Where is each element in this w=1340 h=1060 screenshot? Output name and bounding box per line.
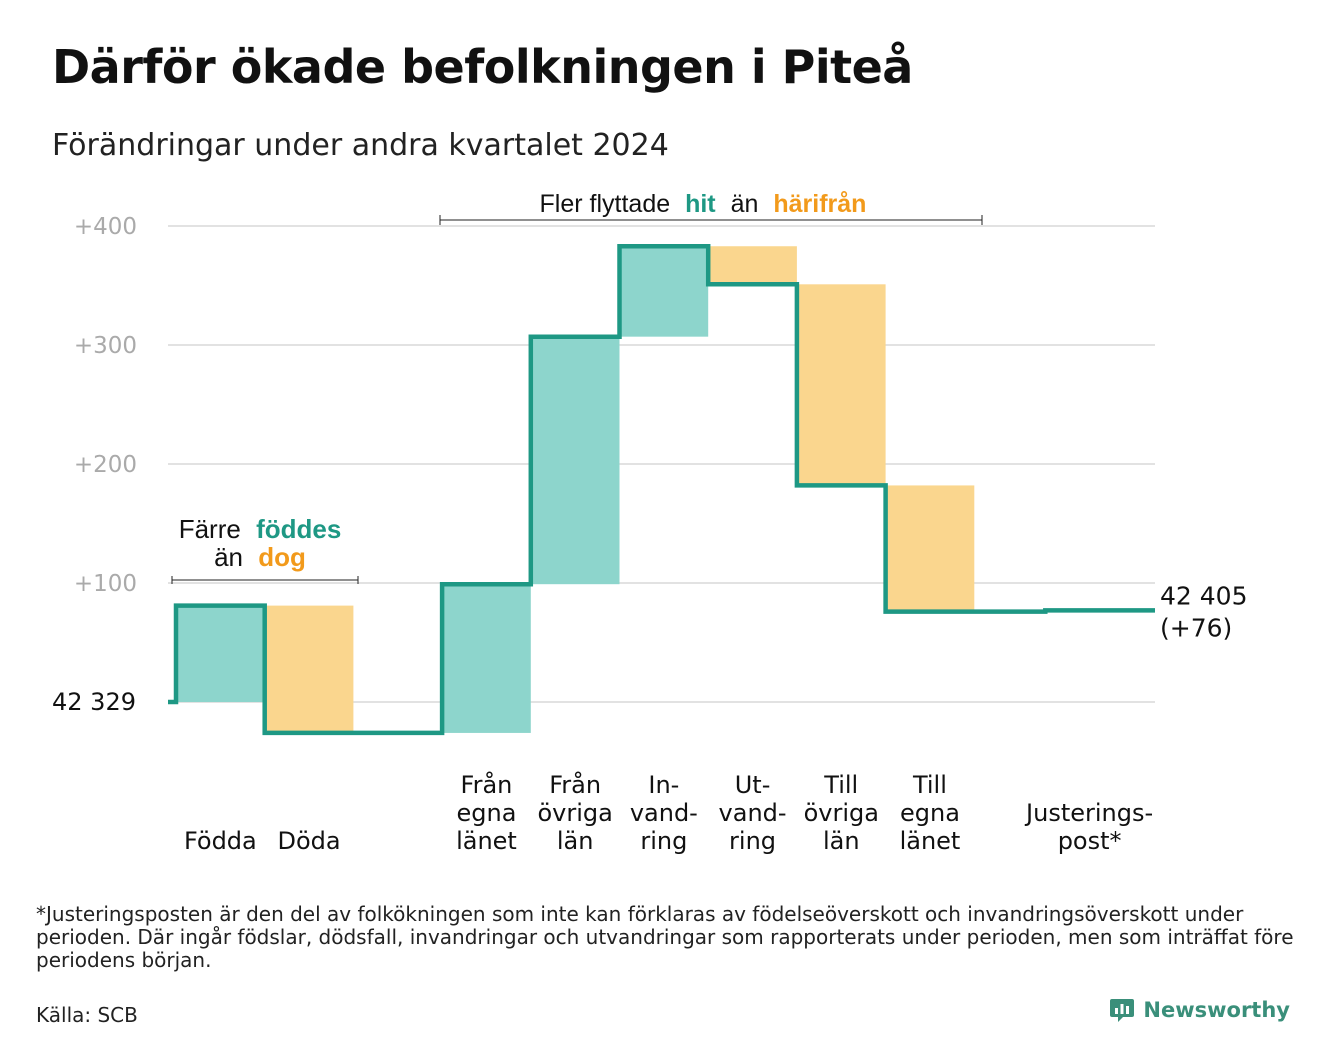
annotation-moves: Fler flyttade hit än härifrån bbox=[439, 190, 983, 225]
y-tick-label: +100 bbox=[74, 571, 137, 597]
annotation-births-born: föddes bbox=[256, 514, 341, 544]
annotation-births-text: Färre bbox=[179, 514, 241, 544]
category-label: Från egna länet bbox=[456, 770, 517, 855]
y-tick-label: +300 bbox=[74, 333, 137, 359]
bar bbox=[885, 485, 975, 612]
category-label: Justerings-post* bbox=[1024, 799, 1153, 855]
cumulative-step-line bbox=[168, 243, 1155, 736]
brand-logo: Newsworthy bbox=[1109, 997, 1290, 1023]
category-label: In-vand-ring bbox=[630, 771, 698, 855]
svg-text:Fler flyttade hit: Fler flyttade hit än härifrån bbox=[540, 190, 867, 218]
start-value-label: 42 329 bbox=[52, 688, 136, 716]
y-tick-label: +200 bbox=[74, 452, 137, 478]
end-value-label: 42 405 bbox=[1160, 581, 1247, 610]
bar bbox=[708, 246, 797, 285]
annotation-moves-mid: än bbox=[731, 190, 759, 218]
source-text: Källa: SCB bbox=[36, 1003, 138, 1027]
annotation-births: Färre föddes än dog bbox=[171, 514, 359, 584]
annotation-moves-away: härifrån bbox=[773, 190, 866, 218]
annotation-births-mid: än bbox=[214, 542, 243, 572]
bars bbox=[176, 246, 975, 733]
svg-text:Färre föddes: Färre föddes bbox=[179, 514, 342, 544]
category-label: Till övriga län bbox=[804, 771, 879, 855]
labels: Födda Döda Från egna länet Från övriga län In-va… bbox=[52, 581, 1247, 855]
bar bbox=[264, 605, 354, 733]
chart-subtitle: Förändringar under andra kvartalet 2024 bbox=[52, 128, 669, 163]
annotation-births-died: dog bbox=[258, 542, 306, 572]
bar bbox=[796, 284, 886, 486]
category-label: Till egna länet bbox=[900, 771, 961, 855]
category-label: Ut-vand-ring bbox=[719, 771, 787, 855]
bar bbox=[530, 336, 620, 585]
category-label: Döda bbox=[277, 827, 340, 855]
brand-name: Newsworthy bbox=[1143, 998, 1290, 1022]
step-line bbox=[168, 243, 1155, 736]
annotation-moves-hit: hit bbox=[685, 190, 716, 218]
footnote: *Justeringsposten är den del av folkökni… bbox=[36, 902, 1294, 972]
bar bbox=[442, 584, 531, 733]
category-label: Födda bbox=[184, 827, 257, 855]
end-change-label: (+76) bbox=[1160, 613, 1232, 642]
bar bbox=[176, 605, 265, 702]
annotation-moves-text: Fler flyttade bbox=[540, 190, 671, 218]
bar bbox=[619, 246, 709, 337]
category-label: Från övriga län bbox=[537, 770, 612, 855]
y-tick-label: +400 bbox=[74, 214, 137, 240]
svg-text:än dog: än dog bbox=[214, 542, 306, 572]
chart-title: Därför ökade befolkningen i Piteå bbox=[52, 40, 913, 94]
newsworthy-logo-icon bbox=[1110, 999, 1135, 1022]
